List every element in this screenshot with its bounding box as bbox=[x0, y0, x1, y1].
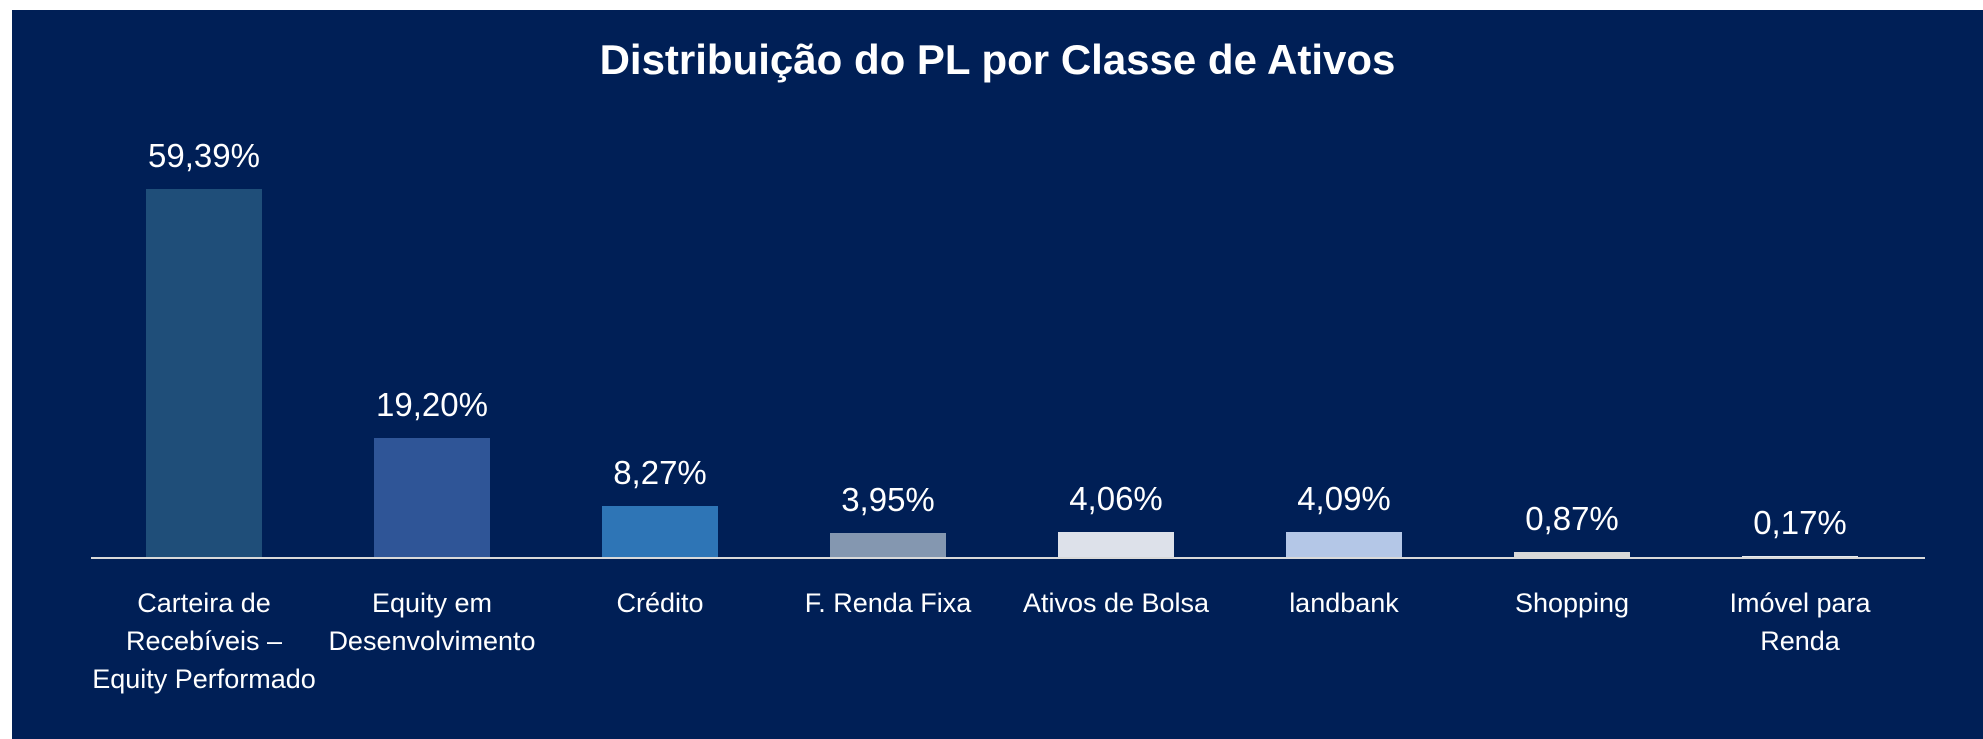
x-tick-label: Crédito bbox=[616, 588, 704, 618]
chart-title: Distribuição do PL por Classe de Ativos bbox=[599, 36, 1396, 83]
bar bbox=[1058, 531, 1174, 557]
data-label: 4,06% bbox=[1069, 479, 1163, 517]
bar bbox=[1286, 531, 1402, 557]
data-label: 19,20% bbox=[376, 386, 488, 424]
data-label: 0,17% bbox=[1753, 503, 1847, 541]
x-tick-label: Shopping bbox=[1514, 588, 1630, 618]
data-label: 8,27% bbox=[613, 453, 707, 491]
x-tick-label: Ativos de Bolsa bbox=[1022, 588, 1210, 618]
bar bbox=[830, 532, 946, 557]
data-label: 59,39% bbox=[148, 137, 260, 174]
chart: Distribuição do PL por Classe de Ativos … bbox=[12, 10, 1983, 739]
bar bbox=[146, 189, 262, 557]
bar bbox=[1514, 551, 1630, 557]
bar bbox=[1742, 555, 1858, 557]
data-label: 4,09% bbox=[1297, 479, 1391, 517]
x-tick-label: Imóvel para Renda bbox=[1729, 588, 1871, 656]
x-tick-label: Carteira de Recebíveis – Equity Performa… bbox=[92, 588, 316, 694]
bar bbox=[374, 438, 490, 557]
x-tick-label: Equity em Desenvolvimento bbox=[328, 588, 536, 656]
x-tick-label: landbank bbox=[1289, 588, 1399, 618]
data-label: 0,87% bbox=[1525, 499, 1619, 537]
x-tick-label: F. Renda Fixa bbox=[804, 588, 972, 618]
x-axis bbox=[91, 557, 1925, 559]
bar bbox=[602, 505, 718, 557]
data-label: 3,95% bbox=[841, 480, 935, 518]
